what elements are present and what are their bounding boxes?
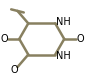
- Text: NH: NH: [56, 17, 71, 27]
- Text: O: O: [0, 34, 8, 44]
- Text: O: O: [77, 34, 84, 44]
- Text: NH: NH: [56, 51, 71, 61]
- Text: O: O: [10, 65, 18, 75]
